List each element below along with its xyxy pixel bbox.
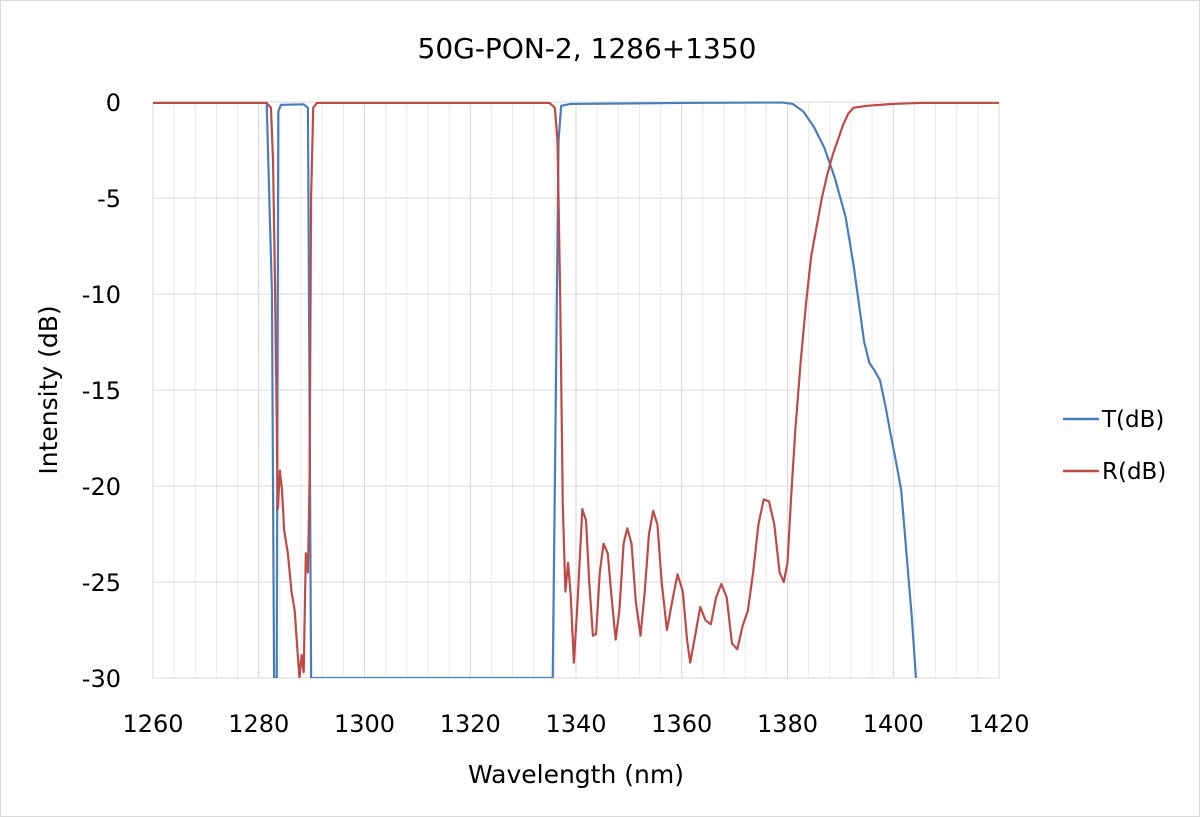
- x-tick-label: 1280: [228, 710, 289, 738]
- y-axis-ticks: 0 -5 -10 -15 -20 -25 -30: [82, 89, 121, 693]
- x-tick-label: 1340: [545, 710, 606, 738]
- x-tick-label: 1420: [968, 710, 1029, 738]
- x-axis-ticks: 1260 1280 1300 1320 1340 1360 1380 1400 1420: [122, 710, 1029, 738]
- y-tick-label: -5: [97, 185, 121, 213]
- y-tick-label: 0: [106, 89, 121, 117]
- x-tick-label: 1320: [440, 710, 501, 738]
- legend: T(dB) R(dB): [1063, 407, 1166, 485]
- y-tick-label: -15: [82, 377, 121, 405]
- series-line-r-db: [153, 101, 999, 678]
- x-tick-label: 1300: [334, 710, 395, 738]
- x-tick-label: 1360: [651, 710, 712, 738]
- series-layer: [153, 101, 999, 678]
- y-tick-label: -10: [82, 281, 121, 309]
- legend-label-t-db: T(dB): [1101, 407, 1164, 433]
- y-tick-label: -20: [82, 473, 121, 501]
- y-axis-title: Intensity (dB): [34, 305, 63, 474]
- x-tick-label: 1260: [122, 710, 183, 738]
- y-tick-label: -30: [82, 665, 121, 693]
- major-gridlines: [152, 101, 1000, 679]
- series-line-t-db: [153, 101, 918, 678]
- x-tick-label: 1400: [863, 710, 924, 738]
- x-tick-label: 1380: [757, 710, 818, 738]
- legend-label-r-db: R(dB): [1102, 459, 1166, 485]
- chart-title: 50G-PON-2, 1286+1350: [418, 32, 757, 65]
- y-tick-label: -25: [82, 569, 121, 597]
- x-axis-title: Wavelength (nm): [468, 760, 684, 789]
